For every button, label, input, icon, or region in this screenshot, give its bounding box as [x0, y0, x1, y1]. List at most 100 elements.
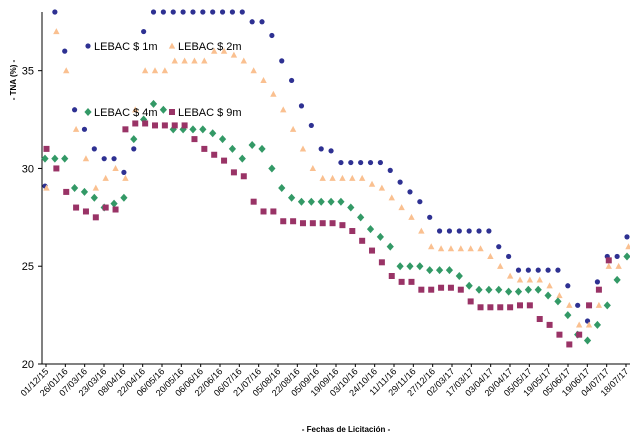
y-axis-title: - TNA (%) -: [9, 59, 18, 100]
data-point: [396, 262, 404, 271]
data-point: [299, 220, 306, 227]
data-point: [53, 165, 60, 172]
data-point: [141, 67, 149, 74]
series-lebac-9m: [43, 120, 612, 348]
data-point: [348, 159, 354, 166]
data-point: [359, 237, 366, 244]
data-point: [199, 125, 207, 134]
data-point: [221, 157, 228, 164]
data-point: [506, 272, 514, 279]
data-point: [230, 169, 237, 176]
data-point: [62, 48, 68, 54]
data-point: [545, 267, 551, 273]
data-point: [131, 146, 137, 152]
data-point: [614, 253, 620, 260]
data-point: [536, 276, 543, 283]
data-point: [142, 120, 149, 127]
data-point: [297, 197, 306, 206]
data-point: [583, 336, 592, 345]
data-point: [181, 57, 188, 64]
data-point: [269, 32, 275, 39]
data-point: [63, 67, 70, 74]
data-point: [112, 165, 119, 172]
y-tick-label: 20: [22, 359, 34, 371]
data-point: [209, 129, 217, 138]
data-point: [80, 187, 89, 196]
data-point: [238, 154, 246, 163]
data-point: [52, 9, 58, 15]
data-point: [337, 197, 345, 206]
data-point: [270, 208, 277, 215]
data-point: [447, 284, 454, 291]
data-point: [436, 228, 443, 234]
data-point: [466, 228, 472, 234]
data-point: [102, 174, 109, 181]
data-point: [368, 180, 376, 187]
legend-label: LEBAC $ 2m: [178, 41, 242, 53]
data-point: [189, 125, 197, 134]
data-point: [349, 228, 356, 235]
data-point: [514, 287, 523, 296]
series-lebac-2m: [43, 28, 630, 328]
data-point: [535, 267, 541, 273]
data-point: [495, 285, 503, 294]
data-point: [603, 301, 611, 310]
data-point: [191, 57, 198, 64]
data-point: [210, 9, 216, 15]
plot-area: [41, 12, 630, 365]
data-point: [180, 9, 186, 15]
data-point: [555, 267, 561, 273]
legend-item: LEBAC $ 2m: [168, 41, 242, 53]
data-point: [122, 174, 129, 181]
data-point: [397, 179, 403, 185]
data-point: [388, 273, 395, 279]
data-point: [248, 140, 256, 149]
data-point: [516, 276, 524, 283]
data-point: [280, 106, 287, 113]
data-point: [446, 228, 453, 234]
data-point: [349, 174, 356, 181]
data-point: [476, 228, 482, 234]
data-point: [457, 245, 465, 252]
data-point: [299, 145, 307, 152]
data-point: [151, 67, 159, 74]
data-point: [290, 218, 297, 225]
data-point: [378, 259, 385, 266]
data-point: [160, 9, 166, 15]
data-point: [288, 193, 296, 202]
data-point: [398, 278, 405, 285]
data-point: [575, 321, 583, 328]
data-point: [595, 286, 602, 293]
data-point: [546, 321, 553, 328]
data-point: [416, 262, 424, 271]
data-point: [41, 154, 49, 163]
data-point: [219, 9, 226, 15]
data-point: [309, 165, 317, 172]
series-lebac-1m: [42, 9, 630, 324]
data-point: [327, 197, 335, 206]
data-point: [447, 245, 455, 252]
data-point: [61, 154, 69, 163]
data-point: [318, 146, 324, 152]
data-point: [625, 243, 630, 250]
x-axis: 01/12/1526/01/1607/03/1623/03/1608/04/16…: [19, 364, 630, 398]
data-point: [63, 188, 70, 195]
data-point: [427, 214, 433, 220]
data-point: [624, 234, 630, 240]
data-point: [92, 214, 99, 221]
data-point: [329, 220, 336, 227]
data-point: [307, 197, 315, 206]
data-point: [576, 331, 583, 338]
data-point: [438, 284, 445, 291]
data-point: [497, 262, 504, 269]
data-point: [613, 275, 621, 284]
legend-item: LEBAC $ 1m: [85, 41, 158, 53]
data-point: [564, 311, 572, 320]
data-point: [51, 154, 59, 163]
legend: LEBAC $ 1m LEBAC $ 2m LEBAC $ 4m LEBAC $ 9m: [84, 41, 242, 119]
data-point: [298, 103, 305, 109]
data-point: [585, 321, 593, 328]
data-point: [408, 278, 415, 285]
legend-marker: [85, 43, 91, 49]
